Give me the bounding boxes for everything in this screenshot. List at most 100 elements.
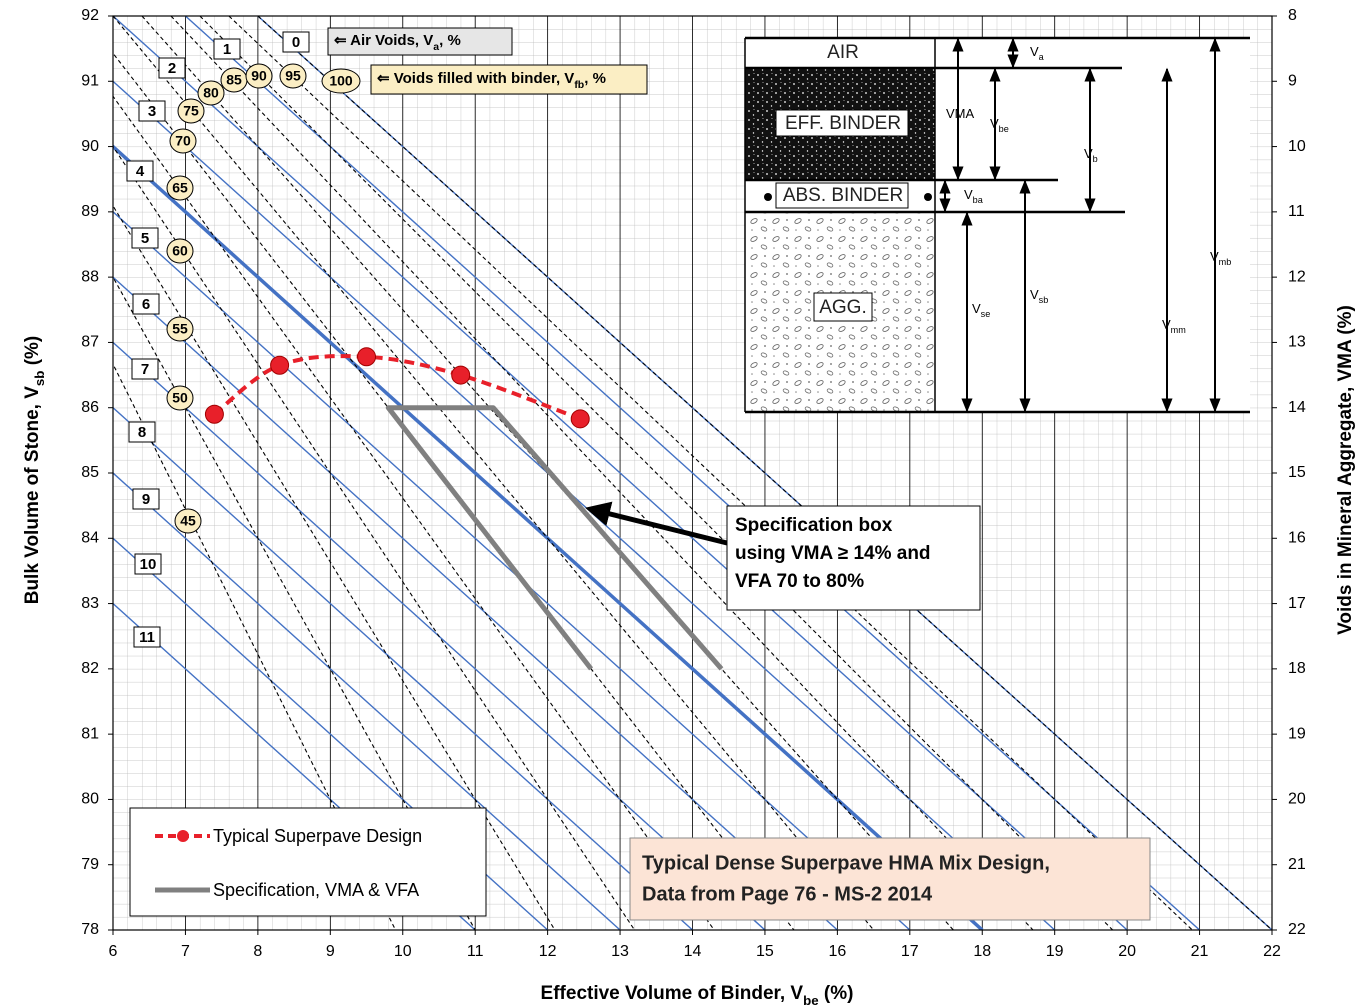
vfa-line (113, 276, 476, 930)
inset-dimension-label-part: V (1084, 146, 1093, 161)
vfa-line (113, 95, 715, 930)
x-tick-label: 12 (539, 943, 557, 960)
y-axis-title-part: Bulk Volume of Stone, V (22, 386, 43, 604)
air-void-label: 1 (223, 41, 231, 58)
inset-dimension-label-part: b (1093, 154, 1098, 164)
y-tick-label: 80 (81, 791, 99, 808)
air-void-label-box (128, 421, 156, 443)
inset-region-label: AIR (827, 42, 859, 63)
y2-tick-label: 16 (1288, 530, 1306, 547)
vfa-line (228, 16, 1193, 930)
vfb-box (370, 64, 648, 95)
vfa-label: 60 (172, 243, 188, 259)
inset-region-label: EFF. BINDER (785, 113, 901, 134)
x-tick-label: 7 (181, 943, 190, 960)
vfa-label-circle (245, 63, 273, 89)
y2-tick-label: 22 (1288, 921, 1306, 938)
inset-dimension-label: Vbe (990, 116, 1009, 134)
x-tick-label: 15 (756, 943, 774, 960)
inset-dimension-label-part: a (1039, 52, 1045, 62)
vfa-label-circle (174, 508, 202, 534)
x-tick-label: 21 (1191, 943, 1209, 960)
vfa-title-part: ⇐ Voids filled with binder, V (377, 70, 574, 87)
y-tick-label: 81 (81, 725, 99, 742)
air-void-label: 10 (140, 556, 157, 573)
inset-dimension-label: Vmb (1210, 249, 1231, 267)
y2-tick-label: 18 (1288, 660, 1306, 677)
x-axis-title-part: (%) (819, 983, 854, 1004)
y2-tick-label: 12 (1288, 268, 1306, 285)
y-tick-label: 86 (81, 399, 99, 416)
air-void-label: 5 (141, 230, 149, 247)
x-tick-label: 17 (901, 943, 919, 960)
air-void-label-box (138, 100, 166, 122)
y-tick-label: 84 (81, 530, 99, 547)
annotation-text: using VMA ≥ 14% and (735, 543, 931, 564)
vfa-label-circle (166, 385, 194, 411)
vfa-label: 55 (172, 321, 188, 337)
inset-dimension-label-part: VMA (946, 106, 975, 121)
y2-tick-label: 11 (1288, 203, 1305, 220)
air-void-label: 9 (142, 491, 150, 508)
y2-tick-label: 21 (1288, 856, 1306, 873)
annotation-box (726, 505, 981, 611)
vfa-line (170, 16, 1034, 930)
inset-dimension-label: Vmm (1162, 317, 1186, 335)
vfa-label-circle (197, 80, 225, 106)
air-voids-title-part: , % (439, 32, 461, 49)
legend (129, 807, 487, 917)
note-box (629, 837, 1151, 921)
air-void-label: 8 (138, 424, 146, 441)
y2-tick-label: 8 (1288, 7, 1297, 24)
air-void-label: 2 (168, 60, 176, 77)
inset-dimension-label-part: sb (1039, 295, 1049, 305)
vfa-label-circle (166, 316, 194, 342)
x-tick-label: 18 (973, 943, 991, 960)
vfa-title: ⇐ Voids filled with binder, Vfb, % (377, 70, 606, 91)
y2-tick-label: 14 (1288, 399, 1306, 416)
vfa-label: 80 (203, 85, 219, 101)
x-tick-label: 19 (1046, 943, 1064, 960)
vfa-line (113, 52, 795, 930)
vfa-label: 100 (329, 73, 353, 89)
design-point (451, 365, 471, 385)
y-tick-label: 85 (81, 464, 99, 481)
vfa-line (113, 16, 875, 930)
annotation-arrow (585, 501, 728, 546)
air-void-label-box (282, 31, 310, 53)
air-void-label-box (131, 358, 159, 380)
y-tick-label: 89 (81, 203, 99, 220)
air-void-line (113, 210, 911, 930)
x-tick-label: 20 (1118, 943, 1136, 960)
x-tick-label: 10 (394, 943, 412, 960)
y-tick-label: 78 (81, 921, 99, 938)
vfa-label: 95 (285, 68, 301, 84)
air-void-line (113, 472, 621, 930)
air-voids-title: ⇐ Air Voids, Va, % (334, 32, 461, 53)
air-void-label: 7 (141, 361, 149, 378)
legend-label: Specification, VMA & VFA (213, 880, 419, 900)
inset-dimension-label-part: mm (1171, 325, 1186, 335)
air-void-label: 6 (142, 296, 150, 313)
vfa-line (257, 16, 1272, 930)
air-voids-title-part: ⇐ Air Voids, V (334, 32, 433, 49)
vfa-line (199, 16, 1114, 930)
air-void-label-box (132, 488, 160, 510)
inset-dimension-label-part: se (981, 309, 991, 319)
y-tick-label: 88 (81, 268, 99, 285)
y2-tick-label: 15 (1288, 464, 1306, 481)
vfa-label: 45 (180, 513, 196, 529)
x-tick-label: 16 (828, 943, 846, 960)
design-point (357, 347, 377, 367)
vfa-label-circle (279, 63, 307, 89)
air-void-label: 0 (292, 34, 300, 51)
air-void-line (113, 602, 476, 930)
x-tick-label: 11 (467, 943, 484, 960)
inset-dimension-label-part: V (972, 301, 981, 316)
inset-dimension-label-part: ba (973, 195, 984, 205)
vfa-label: 65 (172, 180, 188, 196)
y-tick-label: 90 (81, 138, 99, 155)
x-axis-title-part: Effective Volume of Binder, V (541, 983, 804, 1004)
air-void-label-box (213, 38, 241, 60)
